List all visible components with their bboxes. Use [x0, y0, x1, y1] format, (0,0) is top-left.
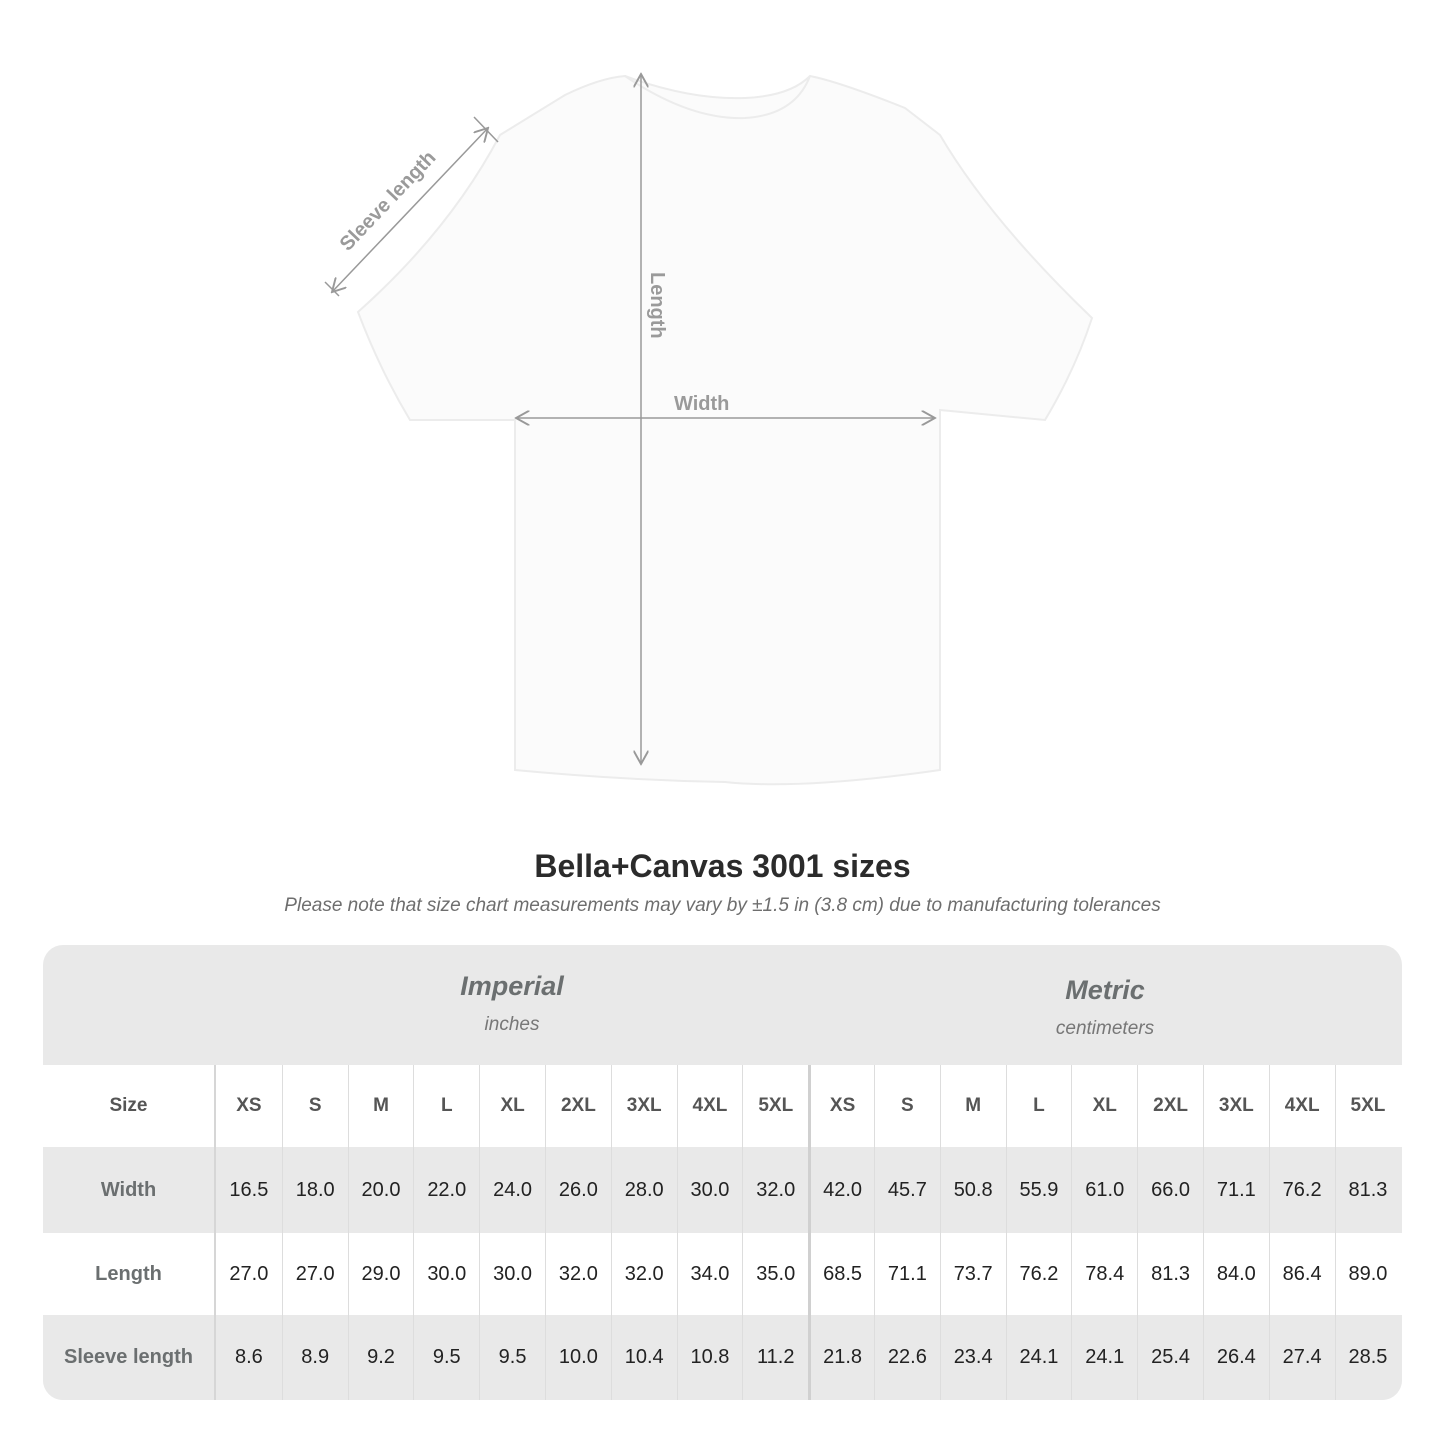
- imperial-size-header: M: [347, 1065, 414, 1147]
- imperial-value-cell: 26.0: [544, 1147, 611, 1233]
- size-header-row: Size XS S M L XL 2XL 3XL 4XL 5XL XS S M L XL 2XL 3XL 4XL 5…: [43, 1065, 1402, 1147]
- imperial-value-cell: 24.0: [479, 1147, 545, 1233]
- metric-title: Metric: [1065, 975, 1145, 1005]
- imperial-size-header: XL: [479, 1065, 545, 1147]
- imperial-value-cell: 22.0: [413, 1147, 479, 1233]
- metric-value-cell: 22.6: [873, 1315, 940, 1400]
- imperial-title: Imperial: [460, 971, 564, 1001]
- tolerance-note: Please note that size chart measurements…: [284, 895, 1161, 916]
- imperial-value-cell: 30.0: [676, 1147, 743, 1233]
- tshirt-collar: [624, 75, 811, 120]
- imperial-size-header: XS: [236, 1095, 262, 1116]
- tshirt-diagram: Sleeve length Length Width: [324, 0, 1094, 786]
- imperial-value-cell: 32.0: [610, 1233, 677, 1315]
- row-label: Size: [43, 1065, 216, 1147]
- table-row: Width 16.5 18.0 20.0 22.0 24.0 26.0 28.0 30.0 32.…: [43, 1147, 1402, 1233]
- imperial-value-cell: 18.0: [281, 1147, 348, 1233]
- metric-value-cell: 89.0: [1334, 1233, 1401, 1315]
- imperial-header: Imperial inches: [216, 945, 808, 1091]
- metric-value-cell: 61.0: [1071, 1147, 1137, 1233]
- imperial-value-cell: 32.0: [742, 1147, 808, 1233]
- metric-size-header: XL: [1071, 1065, 1137, 1147]
- imperial-value-cell: 8.9: [281, 1315, 348, 1400]
- metric-value-cell: 76.2: [1268, 1147, 1335, 1233]
- metric-size-header: S: [873, 1065, 940, 1147]
- imperial-size-header: S: [281, 1065, 348, 1147]
- imperial-value-cell: 27.0: [281, 1233, 348, 1315]
- metric-value-cell: 25.4: [1137, 1315, 1203, 1400]
- metric-size-header: M: [939, 1065, 1006, 1147]
- row-label: Sleeve length: [43, 1315, 216, 1400]
- metric-value-cell: 86.4: [1268, 1233, 1335, 1315]
- page-title: Bella+Canvas 3001 sizes: [534, 848, 911, 884]
- imperial-size-header: 5XL: [742, 1065, 808, 1147]
- sleeve-arrow-tick: [473, 116, 499, 143]
- table-row: Sleeve length 8.6 8.9 9.2 9.5 9.5 10.0 10.4 10.8…: [43, 1315, 1402, 1400]
- metric-header: Metric centimeters: [808, 945, 1402, 1095]
- imperial-value-cell: 9.5: [479, 1315, 545, 1400]
- metric-size-header: 2XL: [1137, 1065, 1203, 1147]
- metric-unit: centimeters: [1055, 1018, 1155, 1039]
- metric-value-cell: 68.5: [808, 1233, 874, 1315]
- imperial-value-cell: 28.0: [610, 1147, 677, 1233]
- metric-value-cell: 26.4: [1202, 1315, 1269, 1400]
- imperial-value-cell: 16.5: [229, 1178, 269, 1201]
- metric-size-header: XS: [808, 1065, 874, 1147]
- sleeve-arrow-tick: [324, 281, 340, 297]
- metric-size-header: 3XL: [1202, 1065, 1269, 1147]
- metric-value-cell: 84.0: [1202, 1233, 1269, 1315]
- metric-value-cell: 81.3: [1334, 1147, 1401, 1233]
- imperial-size-header: 2XL: [544, 1065, 611, 1147]
- imperial-size-header: 3XL: [610, 1065, 677, 1147]
- imperial-size-header: L: [413, 1065, 479, 1147]
- imperial-unit: inches: [484, 1014, 540, 1035]
- imperial-value-cell: 35.0: [742, 1233, 808, 1315]
- imperial-value-cell: 34.0: [676, 1233, 743, 1315]
- metric-value-cell: 81.3: [1137, 1233, 1203, 1315]
- imperial-value-cell: 9.2: [347, 1315, 414, 1400]
- metric-value-cell: 71.1: [1202, 1147, 1269, 1233]
- metric-value-cell: 28.5: [1334, 1315, 1401, 1400]
- metric-value-cell: 27.4: [1268, 1315, 1335, 1400]
- metric-value-cell: 55.9: [1005, 1147, 1072, 1233]
- imperial-value-cell: 9.5: [413, 1315, 479, 1400]
- imperial-value-cell: 8.6: [234, 1346, 263, 1368]
- table-row: Length 27.0 27.0 29.0 30.0 30.0 32.0 32.0 34.0 35…: [43, 1233, 1402, 1315]
- size-table: Imperial inches Metric centimeters Size X…: [43, 945, 1402, 1400]
- sleeve-label: Sleeve length: [336, 147, 441, 256]
- metric-value-cell: 50.8: [939, 1147, 1006, 1233]
- imperial-value-cell: 20.0: [347, 1147, 414, 1233]
- metric-size-header: 4XL: [1268, 1065, 1335, 1147]
- imperial-value-cell: 32.0: [544, 1233, 611, 1315]
- row-label: Length: [43, 1233, 216, 1315]
- imperial-value-cell: 10.4: [610, 1315, 677, 1400]
- imperial-value-cell: 30.0: [413, 1233, 479, 1315]
- metric-value-cell: 24.1: [1071, 1315, 1137, 1400]
- length-label: Length: [646, 272, 668, 339]
- metric-value-cell: 71.1: [873, 1233, 940, 1315]
- metric-value-cell: 21.8: [808, 1315, 874, 1400]
- metric-value-cell: 78.4: [1071, 1233, 1137, 1315]
- metric-size-header: L: [1005, 1065, 1072, 1147]
- imperial-value-cell: 29.0: [347, 1233, 414, 1315]
- imperial-value-cell: 10.8: [676, 1315, 743, 1400]
- metric-value-cell: 45.7: [873, 1147, 940, 1233]
- imperial-value-cell: 27.0: [229, 1262, 269, 1285]
- row-label: Width: [43, 1147, 216, 1233]
- sleeve-arrow: [332, 128, 488, 292]
- imperial-size-header: 4XL: [676, 1065, 743, 1147]
- metric-size-header: 5XL: [1334, 1065, 1401, 1147]
- metric-value-cell: 76.2: [1005, 1233, 1072, 1315]
- metric-value-cell: 24.1: [1005, 1315, 1072, 1400]
- width-label: Width: [674, 393, 729, 415]
- imperial-value-cell: 11.2: [742, 1315, 808, 1400]
- metric-value-cell: 66.0: [1137, 1147, 1203, 1233]
- imperial-value-cell: 10.0: [544, 1315, 611, 1400]
- metric-value-cell: 73.7: [939, 1233, 1006, 1315]
- tshirt-shape: [356, 74, 1094, 786]
- metric-value-cell: 23.4: [939, 1315, 1006, 1400]
- metric-value-cell: 42.0: [808, 1147, 874, 1233]
- imperial-value-cell: 30.0: [479, 1233, 545, 1315]
